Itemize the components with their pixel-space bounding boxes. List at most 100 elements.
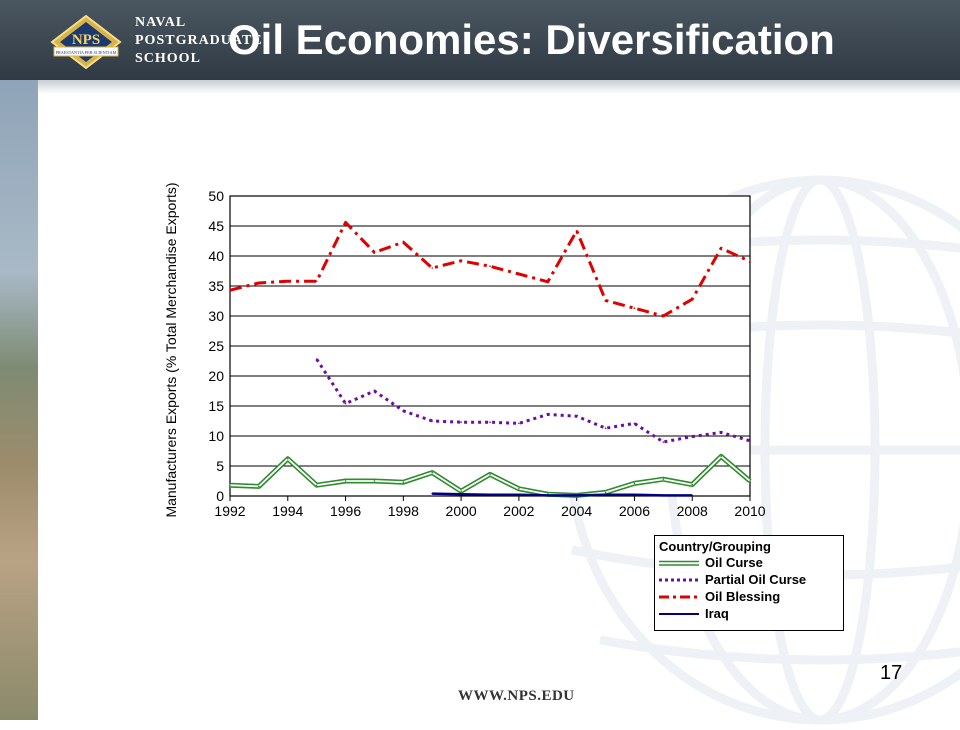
data-point xyxy=(402,481,405,484)
header-shadow xyxy=(0,80,960,94)
y-tick-label: 45 xyxy=(208,218,224,234)
data-point xyxy=(229,289,231,291)
nps-logo: NPS PRAESTANTIA PER SCIENTIAM xyxy=(50,14,122,70)
data-point xyxy=(286,458,289,460)
data-point xyxy=(518,422,520,425)
data-point xyxy=(604,491,607,494)
data-point xyxy=(749,440,751,442)
data-point xyxy=(229,484,231,487)
data-point xyxy=(373,390,376,392)
y-tick-label: 35 xyxy=(208,278,224,294)
data-point xyxy=(258,282,260,284)
data-point xyxy=(431,492,434,495)
data-point xyxy=(460,490,462,493)
data-point xyxy=(720,455,722,458)
data-point xyxy=(575,494,578,497)
data-point xyxy=(489,473,491,476)
legend-swatch-partial-oil-curse xyxy=(659,578,699,582)
legend-label: Oil Blessing xyxy=(705,589,781,604)
y-tick-label: 50 xyxy=(208,188,224,204)
data-point xyxy=(662,478,665,481)
data-point xyxy=(373,251,376,254)
slide-title: Oil Economies: Diversification xyxy=(228,16,835,63)
data-point xyxy=(604,299,607,302)
x-tick-label: 2002 xyxy=(503,503,534,519)
legend-item-partial-oil-curse: Partial Oil Curse xyxy=(659,572,841,588)
data-point xyxy=(691,298,694,300)
legend-label: Iraq xyxy=(705,606,729,621)
y-tick-label: 10 xyxy=(208,428,224,444)
x-tick-label: 1998 xyxy=(388,503,419,519)
data-point xyxy=(431,471,434,474)
school-name: NAVAL POSTGRADUATE SCHOOL xyxy=(135,14,263,68)
footer-url: WWW.NPS.EDU xyxy=(458,688,575,704)
chart-legend: Country/Grouping Oil Curse Partial Oil C… xyxy=(654,535,844,631)
data-point xyxy=(402,241,405,243)
legend-item-oil-curse: Oil Curse xyxy=(659,555,841,571)
y-tick-label: 20 xyxy=(208,368,224,384)
x-tick-label: 2004 xyxy=(561,503,592,519)
x-tick-label: 1996 xyxy=(330,503,361,519)
series-line-iraq xyxy=(432,492,693,497)
x-tick-label: 2008 xyxy=(677,503,708,519)
data-point xyxy=(402,410,405,412)
school-name-line: SCHOOL xyxy=(135,51,201,66)
data-point xyxy=(691,483,694,486)
data-point xyxy=(662,494,665,497)
data-point xyxy=(749,260,751,263)
data-point xyxy=(691,435,694,438)
data-point xyxy=(373,480,376,482)
data-point xyxy=(604,494,607,496)
data-point xyxy=(546,413,549,416)
x-tick-label: 2000 xyxy=(446,503,477,519)
legend-label: Oil Curse xyxy=(705,555,763,570)
data-point xyxy=(662,315,665,317)
data-point xyxy=(489,494,491,496)
legend-item-iraq: Iraq xyxy=(659,606,841,622)
data-point xyxy=(720,247,722,249)
campus-photo-strip xyxy=(0,80,38,720)
legend-item-oil-blessing: Oil Blessing xyxy=(659,589,841,605)
data-point xyxy=(575,415,578,418)
data-point xyxy=(518,273,520,275)
data-point xyxy=(633,494,636,496)
data-point xyxy=(546,281,549,283)
data-point xyxy=(460,260,462,262)
data-point xyxy=(749,480,751,482)
data-point xyxy=(344,221,347,224)
data-point xyxy=(518,488,520,490)
legend-label: Partial Oil Curse xyxy=(705,572,807,587)
line-chart: Manufacturers Exports (% Total Merchandi… xyxy=(163,182,766,519)
data-point xyxy=(575,230,578,232)
y-axis-label: Manufacturers Exports (% Total Merchandi… xyxy=(163,182,179,517)
data-point xyxy=(720,431,722,434)
data-point xyxy=(518,494,520,496)
school-name-line: POSTGRADUATE xyxy=(135,33,263,48)
page-number: 17 xyxy=(880,662,903,684)
legend-swatch-oil-curse xyxy=(659,560,699,566)
y-tick-label: 0 xyxy=(216,488,224,504)
data-point xyxy=(489,421,491,424)
y-tick-label: 30 xyxy=(208,308,224,324)
school-name-line: NAVAL xyxy=(135,15,187,30)
logo-motto: PRAESTANTIA PER SCIENTIAM xyxy=(56,50,117,55)
data-point xyxy=(431,420,434,422)
data-point xyxy=(258,485,260,488)
y-tick-label: 15 xyxy=(208,398,224,414)
data-point xyxy=(633,482,636,485)
data-point xyxy=(460,493,462,496)
data-point xyxy=(315,484,318,487)
x-tick-label: 2006 xyxy=(619,503,650,519)
legend-swatch-iraq xyxy=(659,613,699,615)
x-tick-label: 1992 xyxy=(214,503,245,519)
data-point xyxy=(604,427,607,430)
data-point xyxy=(315,280,318,282)
data-point xyxy=(489,265,491,267)
data-point xyxy=(344,402,347,405)
x-tick-label: 2010 xyxy=(734,503,765,519)
data-point xyxy=(431,267,434,269)
slide-header xyxy=(0,0,960,80)
data-point xyxy=(662,441,665,443)
data-point xyxy=(691,494,694,497)
logo-text: NPS xyxy=(72,32,100,48)
